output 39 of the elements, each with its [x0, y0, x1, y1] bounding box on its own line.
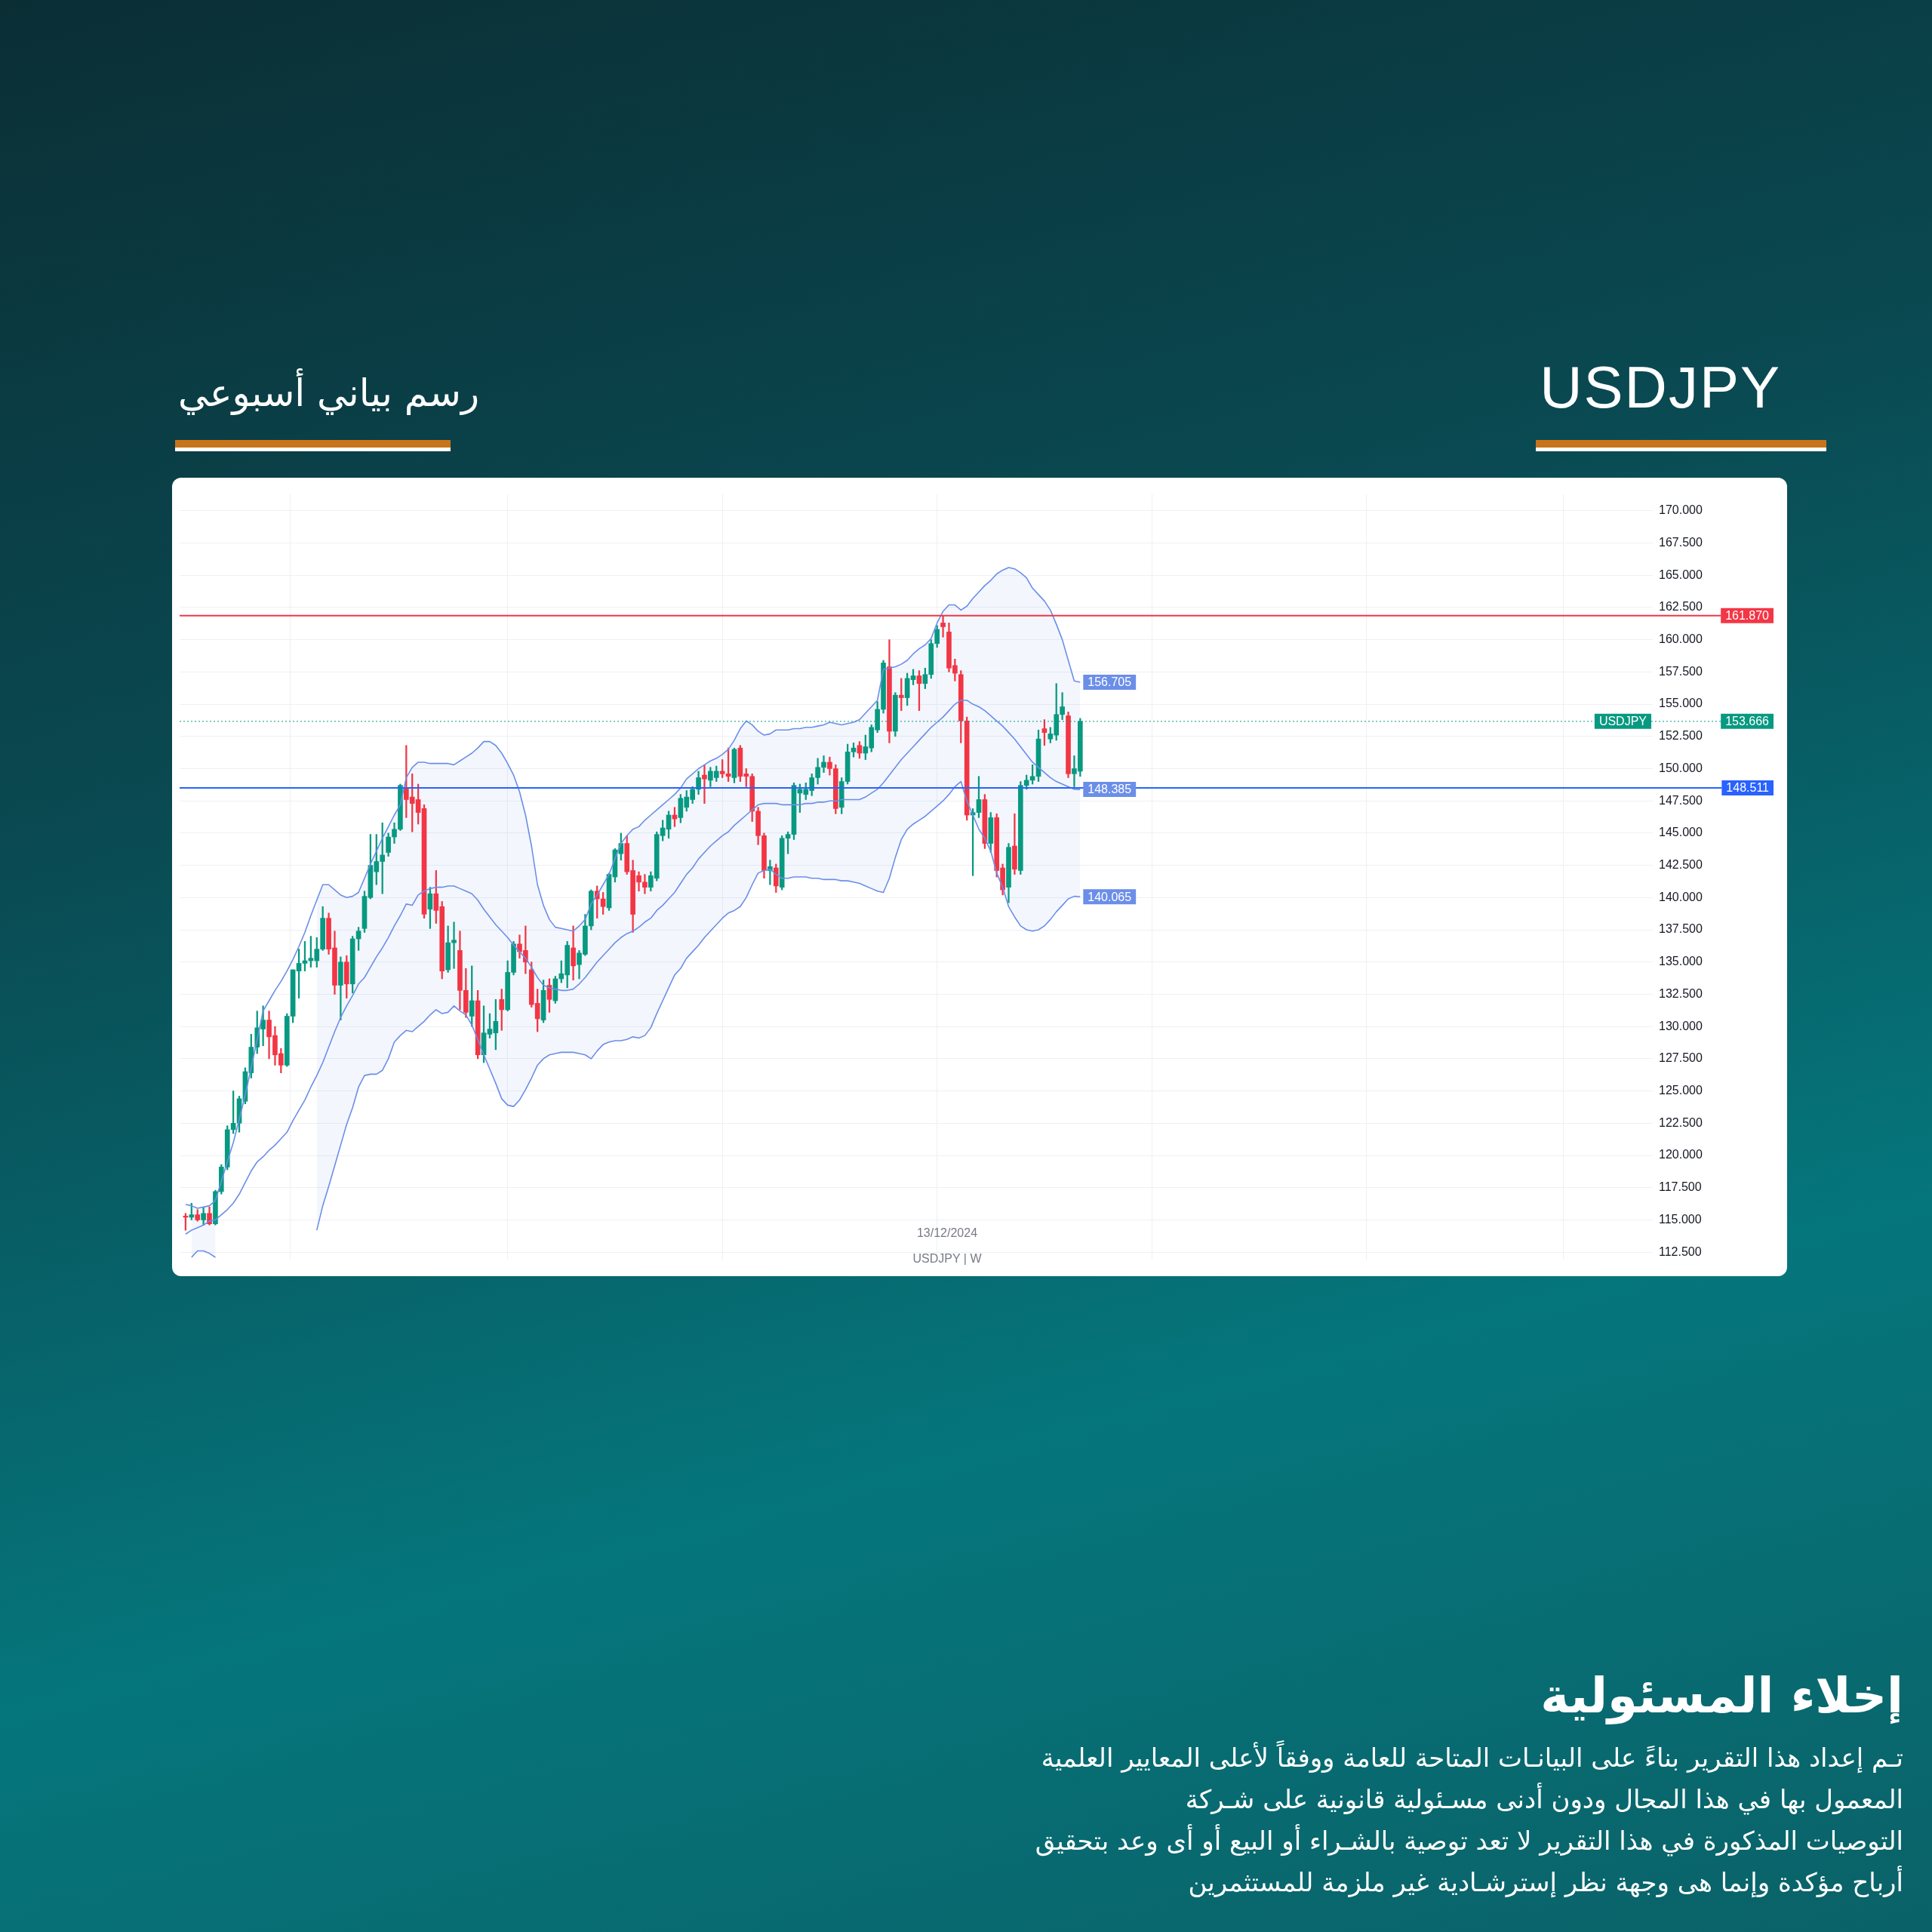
data-label: 148.385 — [1088, 783, 1132, 796]
ref-line-label: 153.666 — [1725, 715, 1770, 728]
ref-line-label: 148.511 — [1726, 781, 1770, 795]
annotation: USDJPY | W — [912, 1252, 983, 1266]
y-tick-label: 157.500 — [1659, 664, 1703, 678]
data-label: 140.065 — [1088, 890, 1132, 903]
y-tick-label: 145.000 — [1659, 826, 1703, 839]
y-tick-label: 120.000 — [1659, 1148, 1703, 1161]
text: USDJPY — [1540, 353, 1781, 422]
y-tick-label: 130.000 — [1659, 1019, 1703, 1032]
text: التوصيات المذكورة في هذا التقرير لا تعد توصية بالشـراء أو البيع أو أى وعد بتحقيق — [1035, 1823, 1903, 1858]
text: المعمول بها في هذا المجال ودون أدنى مسـئولية قانونية على شـركة — [1184, 1782, 1903, 1817]
y-tick-label: 112.500 — [1659, 1244, 1702, 1258]
y-tick-label: 125.000 — [1659, 1084, 1703, 1097]
ref-line-label: 161.870 — [1725, 609, 1770, 623]
y-tick-label: 122.500 — [1659, 1115, 1703, 1129]
y-tick-label: 140.000 — [1659, 890, 1703, 903]
y-tick-label: 132.500 — [1659, 986, 1703, 1000]
y-tick-label: 115.000 — [1659, 1212, 1702, 1226]
text: أرباح مؤكدة وإنما هى وجهة نظر إسترشـادية غير ملزمة للمستثمرين — [1187, 1865, 1903, 1899]
y-tick-label: 170.000 — [1659, 503, 1703, 517]
annotation: 13/12/2024 — [916, 1226, 978, 1240]
y-tick-label: 137.500 — [1659, 922, 1703, 936]
y-tick-label: 155.000 — [1659, 697, 1703, 710]
y-tick-label: 160.000 — [1659, 632, 1703, 646]
text: إخلاء المسئولية — [1540, 1668, 1903, 1724]
text: تـم إعداد هذا التقرير بناءً على البيانـات المتاحة للعامة ووفقاً لأعلى المعايير العلمية — [1040, 1740, 1903, 1774]
y-tick-label: 135.000 — [1659, 955, 1703, 968]
annotation: USDJPY — [1598, 715, 1647, 728]
y-tick-label: 147.500 — [1659, 793, 1703, 807]
y-tick-label: 165.000 — [1659, 568, 1703, 581]
y-tick-label: 127.500 — [1659, 1051, 1703, 1065]
y-tick-label: 117.500 — [1659, 1180, 1702, 1194]
y-tick-label: 162.500 — [1659, 600, 1703, 614]
y-tick-label: 142.500 — [1659, 858, 1703, 872]
y-tick-label: 167.500 — [1659, 535, 1703, 549]
y-tick-label: 152.500 — [1659, 729, 1703, 743]
data-label: 156.705 — [1088, 675, 1132, 689]
y-tick-label: 150.000 — [1659, 761, 1703, 774]
